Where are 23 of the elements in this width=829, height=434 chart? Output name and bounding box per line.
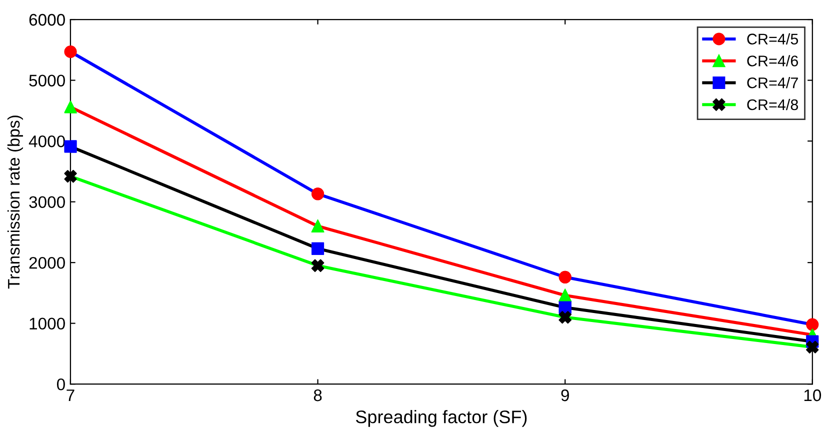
- y-tick-label: 1000: [30, 318, 65, 330]
- y-tick-label: 0: [56, 378, 65, 390]
- point: [64, 140, 77, 153]
- legend-label: CR=4/6: [747, 55, 798, 66]
- legend-label: CR=4/8: [747, 98, 798, 110]
- y-axis-title: Transmission rate (bps): [7, 116, 23, 289]
- y-tick-label: 4000: [28, 135, 65, 148]
- point: [558, 289, 572, 302]
- x-tick-label: 9: [561, 389, 569, 402]
- y-tick-label: 3000: [29, 196, 65, 208]
- y-tick-label: 6000: [29, 14, 65, 26]
- x-tick-label: 7: [66, 390, 74, 402]
- legend-label: CR=4/5: [747, 33, 798, 44]
- y-tick-label: 2000: [29, 256, 65, 269]
- point: [312, 242, 324, 255]
- x-axis-title: Spreading factor (SF): [356, 410, 527, 427]
- point: [312, 220, 324, 232]
- legend-label: CR=4/7: [747, 77, 798, 88]
- x-tick-label: 10: [804, 389, 822, 402]
- point: [64, 100, 77, 114]
- point: [558, 301, 572, 314]
- x-tick-label: 8: [314, 389, 322, 402]
- y-tick-label: 5000: [29, 74, 65, 86]
